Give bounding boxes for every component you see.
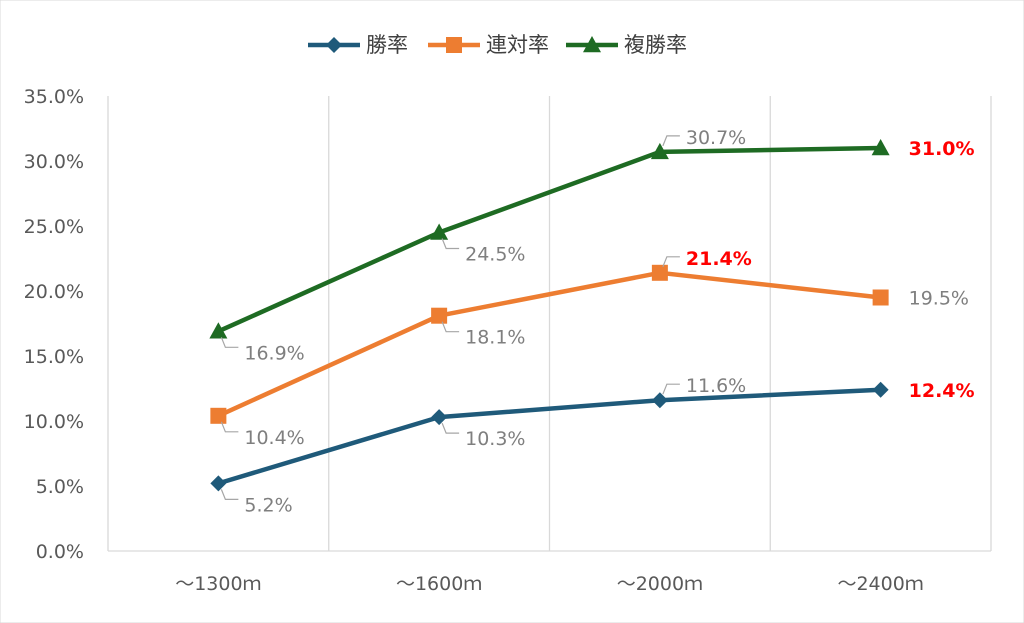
diamond-marker xyxy=(431,409,448,426)
data-label: 11.6% xyxy=(686,375,746,397)
x-tick-label: ～1600ｍ xyxy=(396,573,482,595)
y-tick-label: 0.0% xyxy=(36,541,84,563)
diamond-marker xyxy=(326,37,342,53)
label-leader xyxy=(662,256,680,268)
series-lines xyxy=(209,139,890,492)
x-tick-label: ～2400ｍ xyxy=(837,573,923,595)
y-tick-label: 15.0% xyxy=(24,346,84,368)
square-marker xyxy=(431,307,448,324)
data-label: 10.4% xyxy=(244,427,304,449)
data-label: 24.5% xyxy=(465,244,525,266)
y-tick-label: 35.0% xyxy=(24,86,84,108)
square-marker xyxy=(210,407,227,424)
triangle-marker xyxy=(650,142,669,160)
triangle-marker xyxy=(871,139,890,156)
legend-label: 複勝率 xyxy=(624,33,687,57)
square-marker xyxy=(446,37,462,53)
label-leader xyxy=(662,135,680,147)
label-leader xyxy=(441,321,460,333)
gridlines xyxy=(107,96,992,551)
data-label: 16.9% xyxy=(244,342,304,364)
data-label: 21.4% xyxy=(686,248,752,270)
label-leader xyxy=(441,422,460,434)
legend-label: 勝率 xyxy=(366,33,408,57)
y-tick-label: 30.0% xyxy=(24,151,84,173)
series-line xyxy=(217,387,881,486)
x-tick-label: ～2000ｍ xyxy=(617,573,703,595)
data-label: 19.5% xyxy=(909,288,969,310)
label-leader xyxy=(220,421,239,433)
triangle-marker xyxy=(430,223,449,240)
legend: 勝率 連対率 複勝率 xyxy=(308,33,687,57)
label-leader xyxy=(220,489,239,500)
data-label: 12.4% xyxy=(909,380,975,402)
y-tick-label: 5.0% xyxy=(36,476,84,498)
series-line xyxy=(217,145,881,334)
diamond-marker xyxy=(210,475,227,492)
series-line xyxy=(217,270,881,418)
diamond-marker xyxy=(651,392,668,409)
diamond-marker xyxy=(872,381,889,398)
legend-label: 連対率 xyxy=(486,33,549,57)
data-labels: 5.2% 10.3% 11.6% 12.4% 10.4% 18.1% 21.4% 19.5% 1… xyxy=(220,127,975,516)
x-tick-label: ～1300ｍ xyxy=(175,573,261,595)
data-label: 10.3% xyxy=(465,428,525,450)
data-label: 5.2% xyxy=(244,494,292,516)
square-marker xyxy=(872,289,889,306)
label-leader xyxy=(441,238,460,250)
label-leader xyxy=(662,383,680,395)
y-tick-label: 20.0% xyxy=(24,281,84,303)
data-label: 18.1% xyxy=(465,327,525,349)
axes: 0.0% 5.0% 10.0% 15.0% 20.0% 25.0% 30.0% 35.0% ～1… xyxy=(24,86,991,595)
triangle-marker xyxy=(209,322,228,339)
triangle-marker xyxy=(583,36,601,53)
y-tick-label: 10.0% xyxy=(24,411,84,433)
label-leader xyxy=(220,337,239,348)
square-marker xyxy=(651,264,668,281)
data-label: 30.7% xyxy=(686,127,746,149)
y-tick-label: 25.0% xyxy=(24,216,84,238)
data-label: 31.0% xyxy=(909,138,975,160)
